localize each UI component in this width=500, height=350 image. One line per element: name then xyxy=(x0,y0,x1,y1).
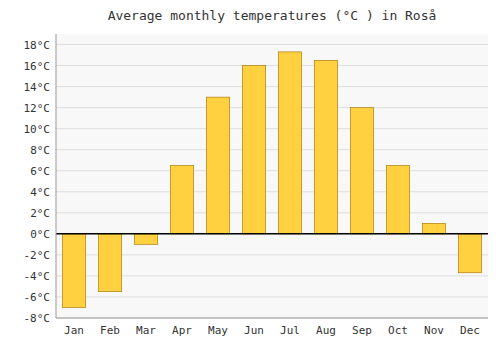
x-tick-label: Dec xyxy=(460,324,480,337)
x-tick-label: Jun xyxy=(244,324,264,337)
y-tick-label: 12°C xyxy=(24,102,51,115)
bar xyxy=(314,60,337,234)
x-tick-label: Oct xyxy=(388,324,408,337)
plot-background xyxy=(56,34,488,318)
y-tick-label: 0°C xyxy=(30,228,50,241)
bar xyxy=(458,234,481,273)
x-tick-label: Jul xyxy=(280,324,300,337)
y-tick-label: -8°C xyxy=(24,312,51,325)
x-tick-label: May xyxy=(208,324,228,337)
grid-line xyxy=(56,318,488,319)
grid-line xyxy=(56,65,488,66)
y-tick-label: 16°C xyxy=(24,60,51,73)
grid-line xyxy=(56,233,488,234)
y-axis-line xyxy=(56,34,57,318)
y-tick-label: -2°C xyxy=(24,249,51,262)
bar xyxy=(206,97,229,234)
grid-line xyxy=(56,170,488,171)
bar xyxy=(422,223,445,234)
x-tick-label: Mar xyxy=(136,324,156,337)
grid-line xyxy=(56,86,488,87)
bar xyxy=(278,52,301,234)
bar xyxy=(134,234,157,245)
y-tick-label: -4°C xyxy=(24,270,51,283)
x-tick-label: Nov xyxy=(424,324,444,337)
y-tick-label: 10°C xyxy=(24,123,51,136)
y-tick-label: 6°C xyxy=(30,165,50,178)
chart-svg: -8°C -6°C -4°C -2°C 0°C 2°C 4°C 6°C 8°C 10°C 12°C 1… xyxy=(0,0,500,350)
y-tick-label: 8°C xyxy=(30,144,50,157)
grid-line xyxy=(56,44,488,45)
chart-title: Average monthly temperatures (°C ) in Ro… xyxy=(108,8,437,23)
grid-line xyxy=(56,191,488,192)
chart-container: -8°C -6°C -4°C -2°C 0°C 2°C 4°C 6°C 8°C 10°C 12°C 1… xyxy=(0,0,500,350)
zero-line xyxy=(56,233,488,235)
x-tick-label: Aug xyxy=(316,324,336,337)
x-axis-line xyxy=(56,318,488,319)
bar xyxy=(170,165,193,233)
bar xyxy=(350,108,373,234)
grid-line xyxy=(56,296,488,297)
y-tick-label: 14°C xyxy=(24,81,51,94)
x-tick-label: Jan xyxy=(64,324,84,337)
y-tick-label: 2°C xyxy=(30,207,50,220)
grid-line xyxy=(56,212,488,213)
y-tick-label: 18°C xyxy=(24,39,51,52)
bars xyxy=(62,52,481,308)
grid-line xyxy=(56,149,488,150)
y-tick-label: 4°C xyxy=(30,186,50,199)
bar xyxy=(242,66,265,234)
bar xyxy=(62,234,85,308)
grid-line xyxy=(56,107,488,108)
bar xyxy=(386,165,409,233)
bar xyxy=(98,234,121,292)
grid-line xyxy=(56,128,488,129)
y-tick-label: -6°C xyxy=(24,291,51,304)
x-tick-label: Feb xyxy=(100,324,120,337)
x-tick-label: Apr xyxy=(172,324,192,337)
x-tick-label: Sep xyxy=(352,324,372,337)
